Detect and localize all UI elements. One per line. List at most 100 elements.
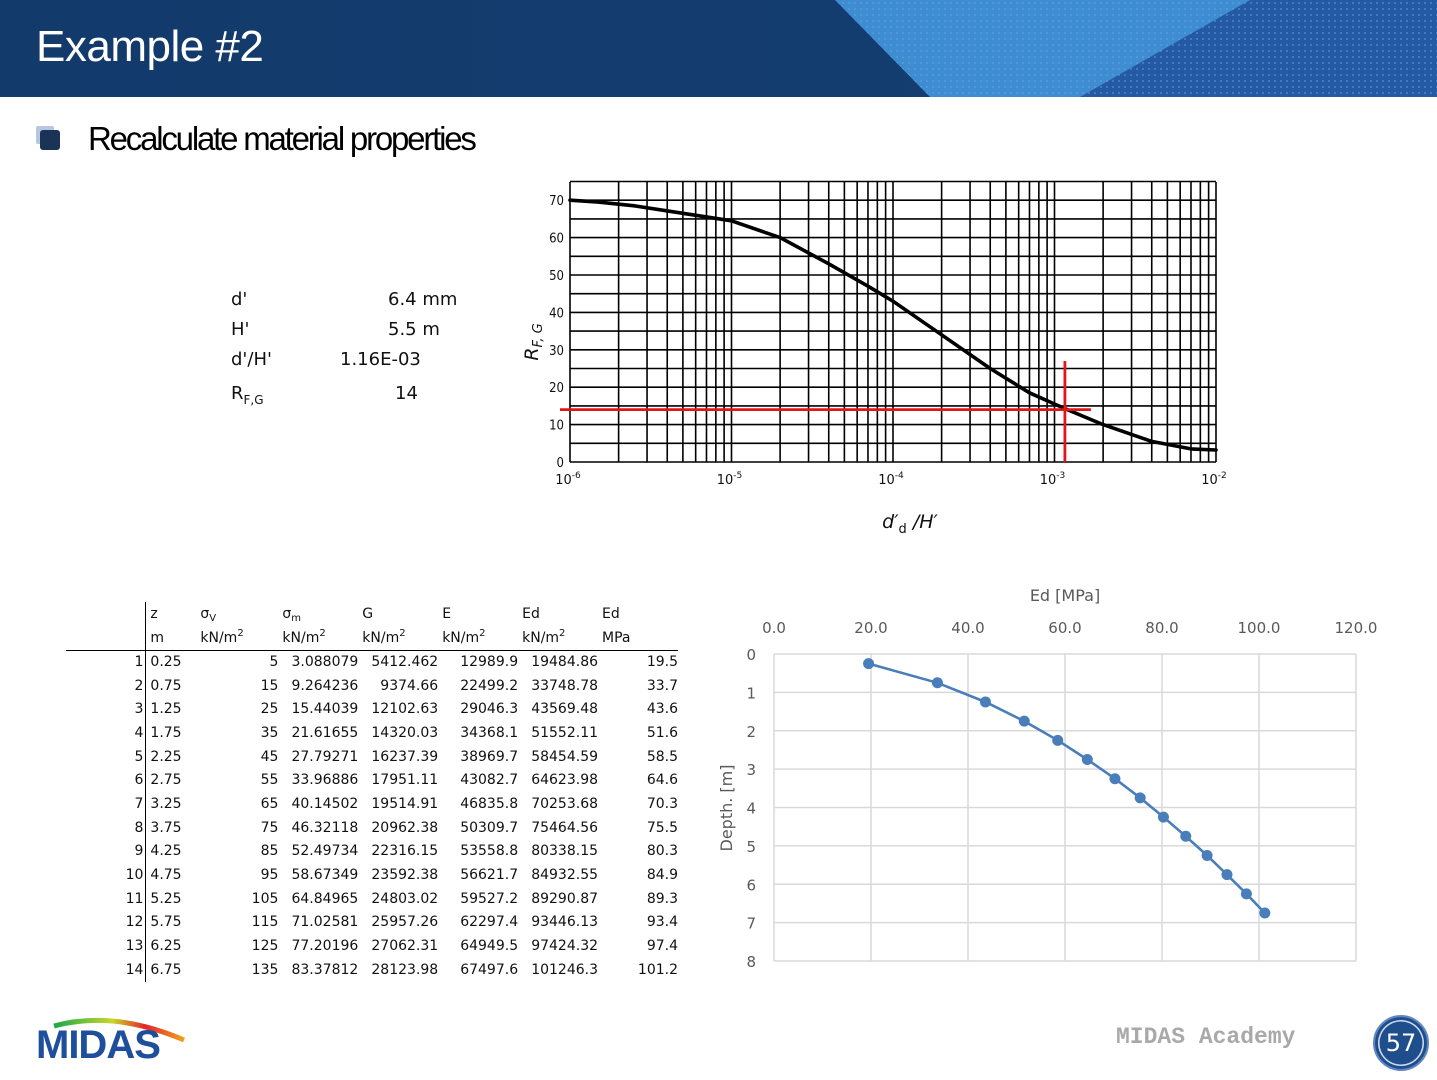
x-tick-label: 10-6 bbox=[555, 471, 581, 488]
y-tick-label: 7 bbox=[746, 915, 756, 933]
table-cell: 4.75 bbox=[150, 867, 182, 884]
row-index: 7 bbox=[66, 792, 147, 816]
table-cell: 12989.9 bbox=[460, 654, 519, 671]
y-tick-label: 20 bbox=[549, 381, 564, 396]
ed-data-point bbox=[863, 658, 875, 670]
table-cell: 59527.2 bbox=[460, 890, 519, 907]
table-cell: 75464.56 bbox=[531, 819, 599, 836]
table-cell: 67497.6 bbox=[460, 961, 519, 978]
table-row: 10 4.75 95 58.67349 23592.38 56621.7 84932.55 8… bbox=[66, 863, 678, 887]
rfg-chart-canvas: 0 10 20 30 40 50 60 70 10-6 10-5 10-4 10-3 10-2 RF, G… bbox=[521, 180, 1227, 537]
table-cell: 115 bbox=[251, 914, 279, 931]
table-cell: 62297.4 bbox=[460, 914, 519, 931]
x-tick-label: 100.0 bbox=[1238, 619, 1281, 637]
y-tick-label: 30 bbox=[549, 344, 564, 359]
ed-data-point bbox=[1018, 715, 1030, 727]
column-header: z bbox=[150, 606, 158, 622]
table-cell: 56621.7 bbox=[460, 867, 519, 884]
table-cell: 29046.3 bbox=[460, 701, 519, 718]
table-row: 13 6.25 125 77.20196 27062.31 64949.5 97424.32… bbox=[66, 934, 678, 958]
table-cell: 34368.1 bbox=[460, 724, 519, 741]
table-cell: 15 bbox=[260, 677, 279, 694]
table-cell: 70253.68 bbox=[531, 795, 599, 812]
table-cell: 52.49734 bbox=[291, 843, 359, 860]
table-cell: 45 bbox=[260, 748, 279, 765]
table-row: 4 1.75 35 21.61655 14320.03 34368.1 51552.11 51… bbox=[66, 721, 678, 745]
y-tick-label: 70 bbox=[549, 194, 564, 209]
table-cell: 33.96886 bbox=[291, 772, 359, 789]
table-cell: 70.3 bbox=[646, 795, 678, 812]
row-index: 12 bbox=[66, 910, 147, 935]
table-cell: 28123.98 bbox=[371, 961, 439, 978]
y-axis-label: RF, G bbox=[521, 323, 546, 360]
ed-data-point bbox=[1157, 811, 1169, 823]
table-cell: 55 bbox=[260, 772, 279, 789]
table-cell: 3.75 bbox=[150, 819, 182, 836]
row-index: 13 bbox=[66, 934, 147, 958]
param-label: d'/H' bbox=[231, 349, 272, 370]
table-cell: 75.5 bbox=[646, 819, 678, 836]
table-cell: 3.088079 bbox=[291, 654, 359, 671]
table-row: 7 3.25 65 40.14502 19514.91 46835.8 70253.68 70… bbox=[66, 792, 678, 816]
row-index: 4 bbox=[66, 721, 147, 745]
column-unit: kN/m2 bbox=[438, 626, 519, 651]
row-index: 11 bbox=[66, 886, 147, 911]
x-tick-label: 10-2 bbox=[1201, 471, 1227, 488]
ed-data-point bbox=[1109, 773, 1121, 785]
y-tick-label: 8 bbox=[746, 953, 756, 971]
y-tick-label: 3 bbox=[746, 761, 756, 779]
ed-data-point bbox=[1052, 734, 1064, 746]
param-row-ratio: d'/H' 1.16E-03 bbox=[231, 347, 481, 377]
param-label: H' bbox=[231, 319, 250, 340]
y-tick-label: 0 bbox=[557, 456, 564, 471]
table-cell: 101246.3 bbox=[531, 961, 599, 978]
table-cell: 83.37812 bbox=[291, 961, 359, 978]
table-cell: 80.3 bbox=[646, 843, 678, 860]
x-tick-label: 120.0 bbox=[1335, 619, 1378, 637]
column-header: σV bbox=[200, 606, 217, 624]
table-row: 5 2.25 45 27.79271 16237.39 38969.7 58454.59 58… bbox=[66, 744, 678, 769]
row-index: 5 bbox=[66, 744, 147, 769]
table-row: 6 2.75 55 33.96886 17951.11 43082.7 64623.98 64… bbox=[66, 768, 678, 793]
table-cell: 6.75 bbox=[150, 961, 182, 978]
row-index: 9 bbox=[66, 839, 147, 864]
table-cell: 19484.86 bbox=[531, 654, 599, 671]
rfg-chart: 0 10 20 30 40 50 60 70 10-6 10-5 10-4 10-3 10-2 RF, G… bbox=[505, 170, 1245, 550]
row-index: 10 bbox=[66, 863, 147, 887]
table-cell: 58454.59 bbox=[531, 748, 599, 765]
y-tick-label: 5 bbox=[746, 838, 756, 856]
table-cell: 4.25 bbox=[150, 843, 182, 860]
table-cell: 64623.98 bbox=[531, 772, 599, 789]
param-value: 14 bbox=[395, 383, 418, 404]
ed-data-point bbox=[931, 677, 943, 689]
table-cell: 5.25 bbox=[150, 890, 182, 907]
table-cell: 64.6 bbox=[646, 772, 678, 789]
column-unit: kN/m2 bbox=[278, 626, 359, 651]
table-cell: 19.5 bbox=[646, 654, 678, 671]
table-cell: 24803.02 bbox=[371, 890, 439, 907]
table-row: 11 5.25 105 64.84965 24803.02 59527.2 89290.87… bbox=[66, 886, 678, 911]
column-header: G bbox=[362, 606, 374, 622]
param-label: RF,G bbox=[231, 383, 264, 407]
table-cell: 46.32118 bbox=[291, 819, 359, 836]
table-header-units: m kN/m2 kN/m2 kN/m2 kN/m2 kN/m2 MPa bbox=[66, 626, 678, 651]
x-axis-label: d′d /H′ bbox=[882, 511, 938, 537]
table-cell: 12102.63 bbox=[371, 701, 439, 718]
table-cell: 33.7 bbox=[646, 677, 678, 694]
column-header: Ed bbox=[602, 606, 620, 622]
x-tick-label: 0.0 bbox=[762, 619, 786, 637]
ed-data-point bbox=[1240, 888, 1252, 900]
table-cell: 3.25 bbox=[150, 795, 182, 812]
table-cell: 64.84965 bbox=[291, 890, 359, 907]
table-cell: 97.4 bbox=[646, 938, 678, 955]
table-row: 12 5.75 115 71.02581 25957.26 62297.4 93446.13… bbox=[66, 910, 678, 935]
table-cell: 40.14502 bbox=[291, 795, 359, 812]
ed-data-point bbox=[979, 696, 991, 708]
table-cell: 65 bbox=[260, 795, 279, 812]
table-cell: 9.264236 bbox=[291, 677, 359, 694]
table-cell: 43569.48 bbox=[531, 701, 599, 718]
table-cell: 43082.7 bbox=[460, 772, 519, 789]
ed-data-point bbox=[1201, 849, 1213, 861]
table-cell: 0.75 bbox=[150, 677, 182, 694]
ed-depth-chart: Ed [MPa] 0.0 20.0 40.0 60.0 80.0 100.0 120.0 0 1 2… bbox=[700, 578, 1420, 978]
